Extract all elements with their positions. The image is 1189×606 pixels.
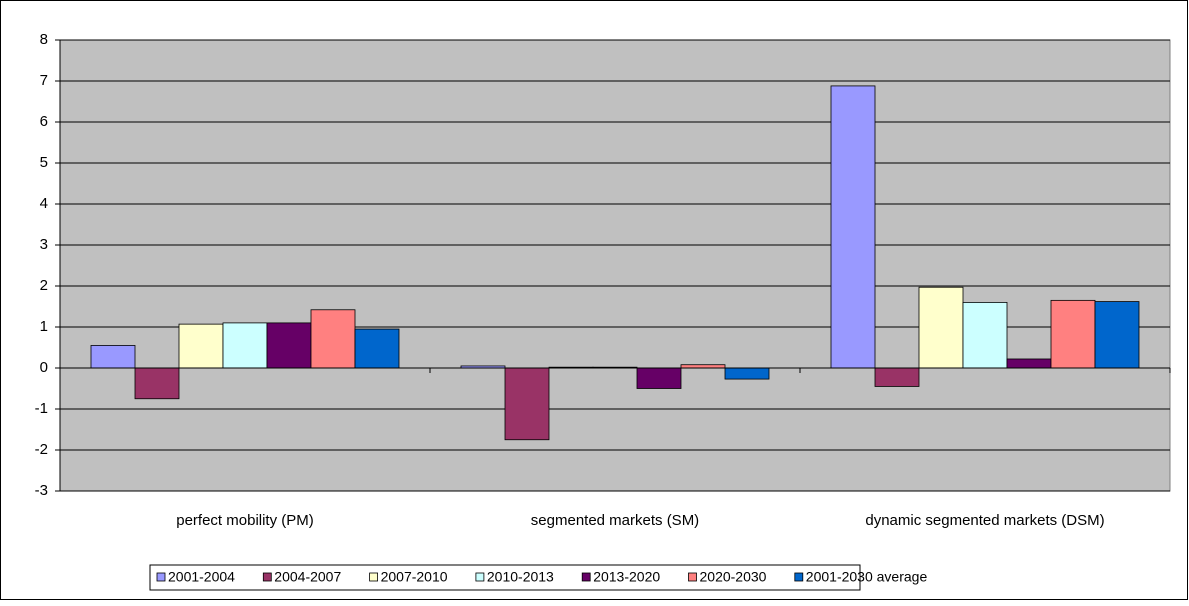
- y-tick-label: 0: [40, 359, 48, 376]
- legend-label: 2001-2004: [168, 569, 235, 585]
- legend-label: 2007-2010: [381, 569, 448, 585]
- y-tick-label: 2: [40, 277, 48, 294]
- bar: [310, 309, 356, 369]
- y-tick-label: -2: [35, 441, 48, 458]
- legend-swatch: [688, 572, 697, 582]
- bar: [90, 345, 136, 369]
- y-tick-label: -1: [35, 400, 48, 417]
- bar: [1094, 301, 1140, 369]
- y-tick-label: 7: [40, 72, 48, 89]
- bar: [724, 367, 770, 380]
- bar: [1050, 299, 1096, 369]
- bar: [874, 367, 920, 387]
- bar: [266, 322, 312, 369]
- y-tick-label: 5: [40, 154, 48, 171]
- legend-swatch: [369, 572, 379, 582]
- bar: [354, 328, 400, 369]
- bar: [636, 367, 682, 389]
- y-tick-label: 4: [40, 195, 48, 212]
- legend-swatch: [262, 572, 272, 582]
- y-tick-label: 8: [40, 31, 48, 48]
- legend-label: 2004-2007: [274, 569, 341, 585]
- x-tick-label: dynamic segmented markets (DSM): [865, 512, 1104, 529]
- bar: [222, 322, 268, 369]
- bar: [134, 367, 180, 400]
- legend-label: 2020-2030: [700, 569, 767, 585]
- legend-swatch: [581, 572, 591, 582]
- legend-box: [149, 564, 861, 591]
- bar: [918, 286, 964, 369]
- bar: [962, 301, 1008, 369]
- bar: [1006, 358, 1052, 369]
- bar: [178, 323, 224, 369]
- y-tick-label: 1: [40, 318, 48, 335]
- x-tick-label: segmented markets (SM): [531, 512, 699, 529]
- legend-label: 2001-2030 average: [806, 569, 928, 585]
- legend-swatch: [475, 572, 485, 582]
- x-tick-label: perfect mobility (PM): [176, 512, 314, 529]
- y-tick-label: 6: [40, 113, 48, 130]
- y-tick-label: -3: [35, 482, 48, 499]
- bar: [830, 85, 876, 369]
- y-tick-label: 3: [40, 236, 48, 253]
- legend-swatch: [156, 572, 166, 582]
- legend-label: 2013-2020: [593, 569, 660, 585]
- legend-swatch: [794, 572, 804, 582]
- plot-area: [59, 39, 1171, 492]
- legend-label: 2010-2013: [487, 569, 554, 585]
- bar: [504, 367, 550, 441]
